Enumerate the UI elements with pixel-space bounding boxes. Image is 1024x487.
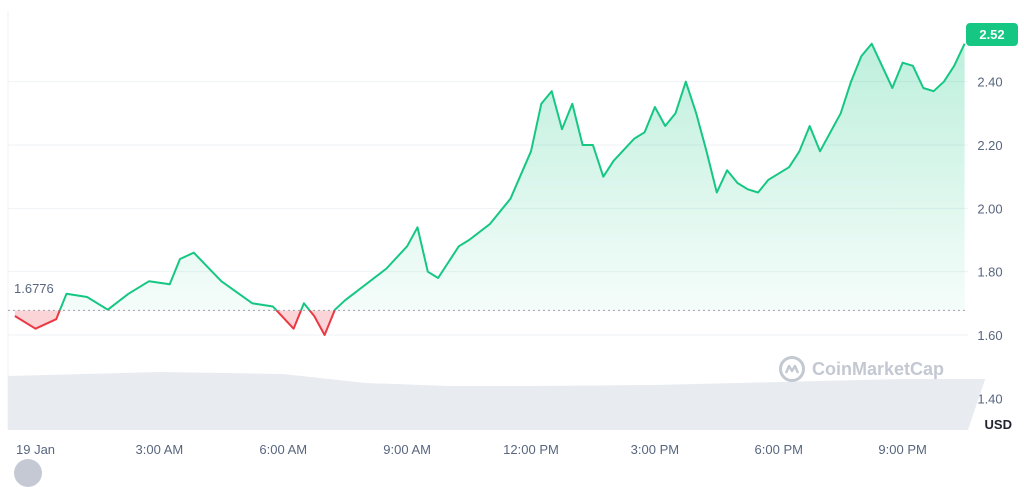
x-tick-label: 6:00 PM [755,442,803,457]
y-tick-label: 2.40 [977,75,1002,90]
x-tick-label: 9:00 AM [383,442,431,457]
volume-band [8,372,986,430]
y-tick-label: 2.00 [977,201,1002,216]
y-tick-label: 1.60 [977,328,1002,343]
current-price-badge: 2.52 [966,23,1018,46]
price-line-up [58,42,966,311]
x-tick-label: 3:00 PM [631,442,679,457]
price-area-up [59,43,965,311]
x-tick-label: 19 Jan [16,442,55,457]
x-tick-label: 9:00 PM [878,442,926,457]
coinmarketcap-logo-icon [779,356,805,382]
y-tick-label: 1.80 [977,265,1002,280]
chart-canvas: 1.40 1.60 1.80 2.00 2.20 2.40 19 Jan 3:00 AM 6:0… [7,12,1003,457]
currency-label: USD [984,417,1012,432]
price-chart[interactable]: 1.40 1.60 1.80 2.00 2.20 2.40 19 Jan 3:00 AM 6:0… [0,0,1024,469]
watermark: CoinMarketCap [778,355,944,383]
reference-price-label: 1.6776 [10,280,58,297]
y-tick-label: 2.20 [977,138,1002,153]
avatar[interactable] [14,459,42,487]
x-tick-label: 6:00 AM [259,442,307,457]
y-tick-label: 1.40 [977,391,1002,406]
x-tick-label: 3:00 AM [136,442,184,457]
x-tick-label: 12:00 PM [503,442,559,457]
watermark-text: CoinMarketCap [812,358,945,379]
